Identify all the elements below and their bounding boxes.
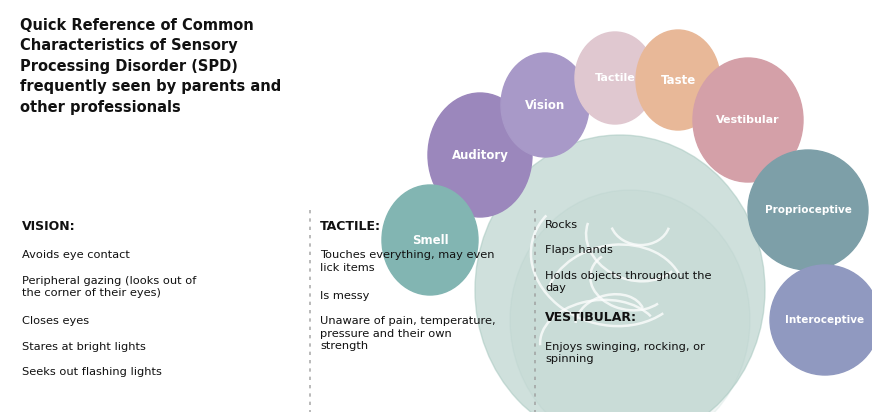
Text: Tactile: Tactile (595, 73, 636, 83)
Ellipse shape (382, 185, 478, 295)
Text: Unaware of pain, temperature,
pressure and their own
strength: Unaware of pain, temperature, pressure a… (320, 316, 495, 351)
Ellipse shape (575, 32, 655, 124)
Text: Seeks out flashing lights: Seeks out flashing lights (22, 367, 162, 377)
Ellipse shape (501, 53, 589, 157)
Text: Flaps hands: Flaps hands (545, 245, 613, 255)
Ellipse shape (475, 135, 765, 412)
Ellipse shape (693, 58, 803, 182)
Ellipse shape (510, 190, 750, 412)
Text: Auditory: Auditory (452, 148, 508, 162)
Text: VESTIBULAR:: VESTIBULAR: (545, 311, 637, 324)
Text: Closes eyes: Closes eyes (22, 316, 89, 326)
Text: Vision: Vision (525, 98, 565, 112)
Text: Touches everything, may even
lick items: Touches everything, may even lick items (320, 250, 494, 273)
Ellipse shape (748, 150, 868, 270)
Text: Proprioceptive: Proprioceptive (765, 205, 851, 215)
Text: Vestibular: Vestibular (716, 115, 780, 125)
Text: Rocks: Rocks (545, 220, 578, 230)
Text: Smell: Smell (412, 234, 448, 246)
Text: Stares at bright lights: Stares at bright lights (22, 342, 146, 352)
Text: Enjoys swinging, rocking, or
spinning: Enjoys swinging, rocking, or spinning (545, 342, 705, 364)
Text: Interoceptive: Interoceptive (786, 315, 864, 325)
Text: Avoids eye contact: Avoids eye contact (22, 250, 130, 260)
Text: Is messy: Is messy (320, 291, 370, 301)
Ellipse shape (770, 265, 872, 375)
Text: Quick Reference of Common
Characteristics of Sensory
Processing Disorder (SPD)
f: Quick Reference of Common Characteristic… (20, 18, 282, 115)
Text: Holds objects throughout the
day: Holds objects throughout the day (545, 271, 712, 293)
Text: TACTILE:: TACTILE: (320, 220, 381, 233)
Text: VISION:: VISION: (22, 220, 76, 233)
Ellipse shape (636, 30, 720, 130)
Ellipse shape (428, 93, 532, 217)
Text: Peripheral gazing (looks out of
the corner of their eyes): Peripheral gazing (looks out of the corn… (22, 276, 196, 298)
Text: Taste: Taste (660, 73, 696, 87)
